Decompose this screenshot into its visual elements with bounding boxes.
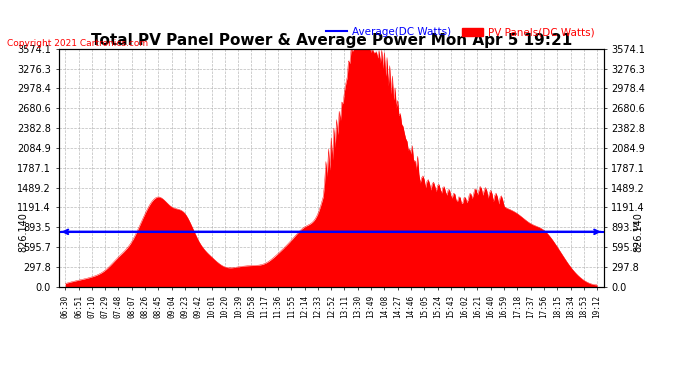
Title: Total PV Panel Power & Average Power Mon Apr 5 19:21: Total PV Panel Power & Average Power Mon…	[90, 33, 572, 48]
Text: Copyright 2021 Cartronics.com: Copyright 2021 Cartronics.com	[7, 39, 148, 48]
Text: 826.140: 826.140	[19, 212, 29, 252]
Legend: Average(DC Watts), PV Panels(DC Watts): Average(DC Watts), PV Panels(DC Watts)	[322, 23, 598, 41]
Text: 826.140: 826.140	[633, 212, 644, 252]
